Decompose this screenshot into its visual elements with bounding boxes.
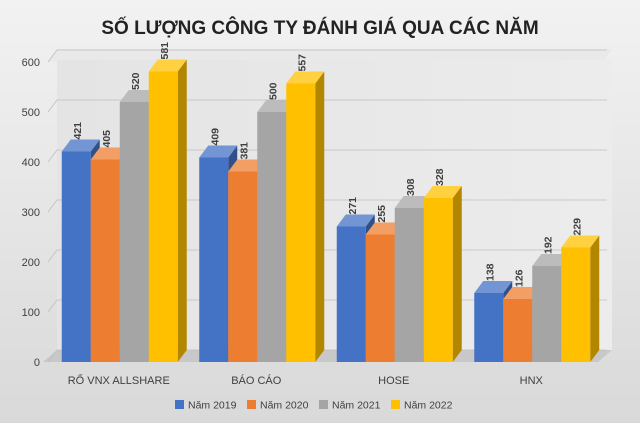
legend-item: Năm 2022 bbox=[391, 400, 453, 412]
legend-label: Năm 2019 bbox=[188, 400, 237, 412]
bar-front bbox=[286, 83, 316, 362]
data-label: 409 bbox=[210, 128, 222, 146]
legend-swatch bbox=[319, 400, 328, 409]
bar-front bbox=[228, 171, 258, 362]
bar bbox=[423, 186, 462, 362]
data-label: 421 bbox=[72, 122, 84, 140]
data-label: 328 bbox=[434, 168, 446, 186]
data-label: 520 bbox=[130, 72, 142, 90]
x-axis: RỔ VNX ALLSHARE BÁO CÁO HOSE HNX bbox=[68, 374, 544, 387]
y-tick-label: 500 bbox=[22, 107, 40, 119]
bar-top bbox=[532, 254, 571, 266]
data-label: 381 bbox=[239, 142, 251, 160]
legend: Năm 2019 Năm 2020 Năm 2021 Năm 2022 bbox=[175, 400, 453, 412]
y-tick-label: 100 bbox=[22, 307, 40, 319]
data-label: 308 bbox=[405, 178, 417, 196]
data-label: 581 bbox=[159, 42, 171, 60]
bar-front bbox=[423, 198, 453, 362]
bar-side bbox=[452, 186, 462, 362]
legend-swatch bbox=[247, 400, 256, 409]
bar bbox=[286, 71, 325, 362]
legend-label: Năm 2021 bbox=[332, 400, 381, 412]
bar-top bbox=[561, 235, 600, 248]
bar bbox=[257, 100, 296, 362]
bar-front bbox=[503, 299, 533, 362]
bar-front bbox=[336, 226, 366, 362]
bar-top bbox=[503, 287, 542, 299]
bar-top bbox=[199, 145, 238, 158]
x-category-label: HNX bbox=[520, 375, 544, 387]
plot-floor bbox=[43, 350, 612, 362]
bars-layer: 421 405 520 581 409 381 500 557 271 255 308 328 138 1… bbox=[61, 42, 600, 362]
bar-front bbox=[199, 157, 229, 362]
bar-top bbox=[90, 147, 129, 160]
bar-top bbox=[423, 186, 462, 198]
data-label: 255 bbox=[376, 205, 388, 223]
data-label: 405 bbox=[101, 130, 113, 148]
gridline bbox=[47, 99, 607, 113]
data-label: 138 bbox=[485, 263, 497, 281]
legend-swatch bbox=[175, 400, 184, 409]
bar bbox=[148, 59, 187, 362]
bar-top bbox=[474, 281, 513, 293]
legend-label: Năm 2020 bbox=[260, 400, 309, 412]
gridline bbox=[47, 149, 607, 163]
bar-top bbox=[148, 59, 187, 72]
bar-top bbox=[394, 196, 433, 208]
gridline bbox=[47, 49, 607, 63]
y-tick-label: 0 bbox=[34, 357, 40, 369]
bar-front bbox=[148, 71, 178, 362]
bar-top bbox=[286, 71, 325, 84]
legend-item: Năm 2019 bbox=[175, 400, 237, 412]
bar-front bbox=[561, 247, 591, 362]
data-label: 229 bbox=[572, 218, 584, 236]
x-category-label: HOSE bbox=[378, 375, 409, 387]
bar-top bbox=[119, 90, 158, 102]
legend-item: Năm 2021 bbox=[319, 400, 381, 412]
bar-front bbox=[394, 208, 424, 362]
y-tick-label: 600 bbox=[22, 57, 40, 69]
bar-side bbox=[590, 235, 600, 362]
back-wall-top bbox=[48, 49, 612, 62]
bar-front bbox=[532, 266, 562, 362]
data-label: 557 bbox=[297, 54, 309, 72]
data-label: 500 bbox=[268, 82, 280, 100]
legend-swatch bbox=[391, 400, 400, 409]
bar-front bbox=[474, 293, 504, 362]
bar-front bbox=[119, 102, 149, 362]
legend-item: Năm 2020 bbox=[247, 400, 309, 412]
bar-top bbox=[336, 214, 375, 227]
legend-label: Năm 2022 bbox=[404, 400, 453, 412]
bar bbox=[532, 254, 571, 362]
chart-title: SỐ LƯỢNG CÔNG TY ĐÁNH GIÁ QUA CÁC NĂM bbox=[101, 17, 538, 39]
bar-front bbox=[61, 151, 91, 362]
y-axis: 0 100 200 300 400 500 600 bbox=[22, 57, 40, 369]
data-label: 126 bbox=[514, 269, 526, 287]
bar-side bbox=[177, 59, 187, 362]
bar bbox=[561, 235, 600, 362]
x-category-label: BÁO CÁO bbox=[231, 374, 282, 387]
y-tick-label: 200 bbox=[22, 257, 40, 269]
data-label: 192 bbox=[543, 236, 555, 254]
bar-side bbox=[315, 71, 325, 362]
y-tick-label: 300 bbox=[22, 207, 40, 219]
bar-front bbox=[365, 234, 395, 362]
bar-top bbox=[61, 139, 100, 152]
bar-top bbox=[228, 159, 267, 172]
y-tick-label: 400 bbox=[22, 157, 40, 169]
bar-top bbox=[257, 100, 296, 112]
x-category-label: RỔ VNX ALLSHARE bbox=[68, 374, 170, 387]
bar-front bbox=[90, 159, 120, 362]
data-label: 271 bbox=[347, 197, 359, 215]
bar-top bbox=[365, 222, 404, 235]
bar-front bbox=[257, 112, 287, 362]
